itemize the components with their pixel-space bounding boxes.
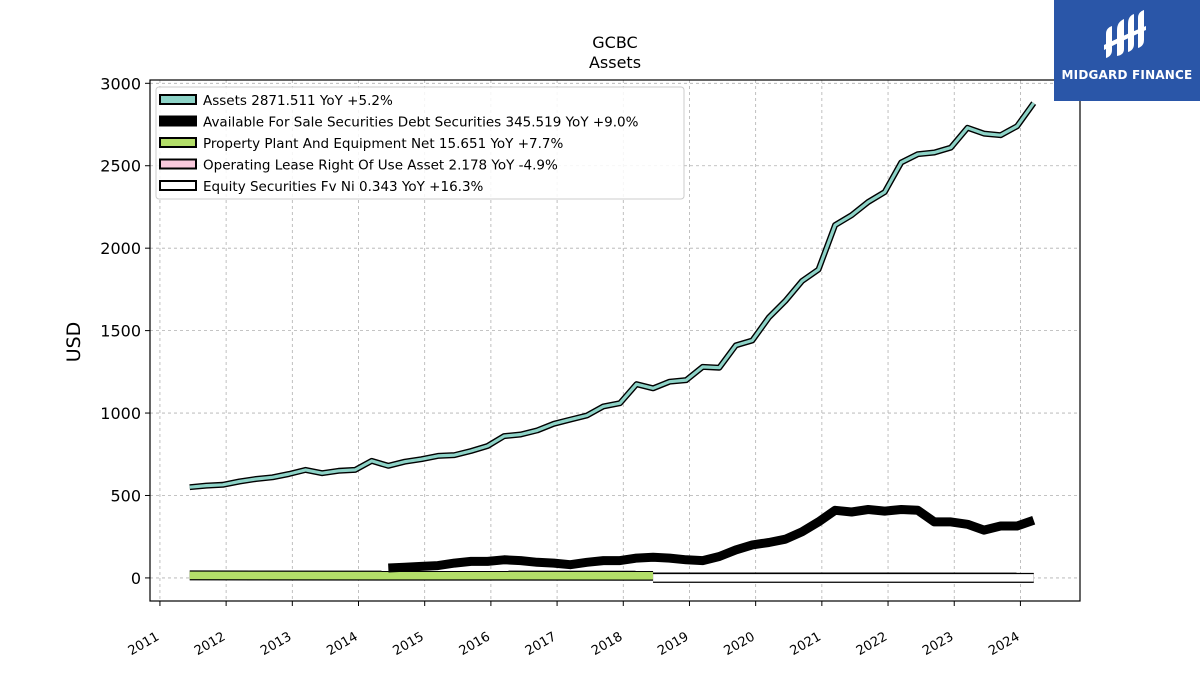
series-group xyxy=(189,101,1037,583)
midgard-finance-logo: MIDGARD FINANCE xyxy=(1054,0,1200,101)
x-tick-label: 2012 xyxy=(192,629,228,659)
x-tick-label: 2020 xyxy=(721,629,757,659)
legend-entry: Property Plant And Equipment Net 15.651 … xyxy=(203,136,563,152)
x-tick-label: 2023 xyxy=(920,629,956,659)
legend-entry: Assets 2871.511 YoY +5.2% xyxy=(203,93,393,109)
y-axis: 0 500 1000 1500 2000 2500 3000 xyxy=(100,74,150,588)
x-tick-label: 2013 xyxy=(258,629,294,659)
y-tick-label: 2000 xyxy=(100,239,141,258)
x-tick-label: 2019 xyxy=(655,629,691,659)
x-tick-label: 2016 xyxy=(457,629,493,659)
x-tick-label: 2015 xyxy=(391,629,427,659)
y-axis-label: USD xyxy=(63,322,85,363)
x-tick-label: 2014 xyxy=(324,629,360,659)
chart-title: GCBC xyxy=(592,33,637,52)
series-line-available-for-sale-securities-debt-securities-outline xyxy=(388,505,1036,573)
x-tick-label: 2022 xyxy=(854,629,890,659)
x-axis: 2011 2012 2013 2014 2015 2016 2017 2018 2019 2020… xyxy=(126,601,1022,659)
legend: Assets 2871.511 YoY +5.2% Available For S… xyxy=(155,86,685,200)
y-tick-label: 1500 xyxy=(100,322,141,341)
chart-subtitle: Assets xyxy=(589,53,641,72)
plot-frame xyxy=(149,79,1081,602)
legend-swatch xyxy=(159,158,197,170)
y-tick-label: 3000 xyxy=(100,74,141,93)
x-tick-label: 2018 xyxy=(589,629,625,659)
series-line-assets xyxy=(189,102,1035,489)
legend-box xyxy=(155,86,685,200)
logo-text: MIDGARD FINANCE xyxy=(1061,68,1193,82)
legend-entry: Equity Securities Fv Ni 0.343 YoY +16.3% xyxy=(203,179,484,195)
x-tick-label: 2021 xyxy=(788,629,824,659)
x-tick-label: 2011 xyxy=(126,629,162,659)
y-tick-label: 500 xyxy=(110,486,141,505)
y-tick-label: 0 xyxy=(131,569,141,588)
y-tick-label: 2500 xyxy=(100,157,141,176)
legend-entry: Available For Sale Securities Debt Secur… xyxy=(203,115,639,131)
grid xyxy=(150,80,1080,601)
logo-mark-icon xyxy=(1104,10,1146,58)
x-tick-label: 2024 xyxy=(986,629,1022,659)
y-tick-label: 1000 xyxy=(100,404,141,423)
legend-swatch xyxy=(159,115,197,127)
legend-entry: Operating Lease Right Of Use Asset 2.178… xyxy=(203,158,558,174)
legend-swatch xyxy=(159,137,197,148)
x-tick-label: 2017 xyxy=(523,629,559,659)
legend-swatch xyxy=(159,94,197,105)
legend-swatch xyxy=(159,180,197,191)
